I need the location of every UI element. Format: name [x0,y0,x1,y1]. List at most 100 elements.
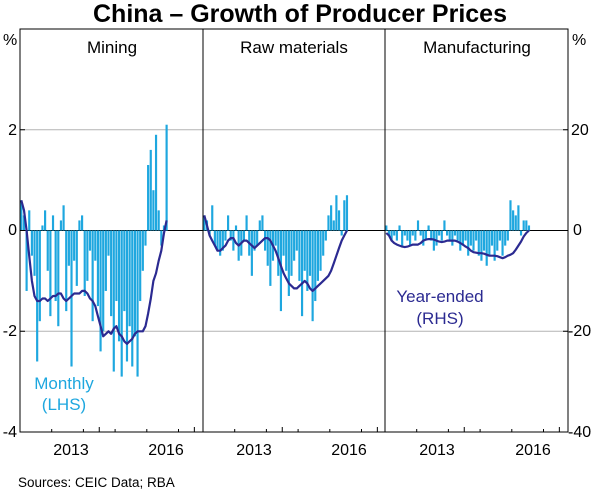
monthly-bar [44,210,47,231]
monthly-bar [419,230,422,236]
right-tick-label: -20 [568,323,591,340]
monthly-bar [115,230,118,302]
monthly-bar [221,230,224,251]
monthly-bar [22,215,26,231]
panel-title-mining: Mining [87,38,137,57]
monthly-bar [411,230,414,236]
monthly-bar [435,230,438,246]
monthly-bar [525,220,528,231]
monthly-bar [387,230,391,236]
monthly-bar [131,230,134,367]
monthly-bar [438,230,441,236]
monthly-bar [459,230,462,251]
monthly-bar [322,230,325,256]
monthly-bar [527,225,531,231]
monthly-bar [519,230,523,236]
monthly-bar [229,230,232,241]
monthly-bar [149,149,152,231]
monthly-bar [337,210,341,231]
monthly-bar [335,195,338,231]
left-tick-label: -2 [3,323,17,340]
source-note: Sources: CEIC Data; RBA [18,475,175,490]
x-tick-label: 2016 [515,442,551,459]
monthly-bar [253,230,256,251]
monthly-bar [102,230,105,332]
monthly-bar [430,230,433,241]
right-tick-label: 20 [571,122,589,139]
monthly-bar [456,230,459,241]
monthly-bar [287,230,290,296]
monthly-bar [91,230,94,322]
year-ended-lines [20,200,530,345]
monthly-bar [440,230,443,241]
monthly-bar [136,230,139,377]
monthly-bar [451,230,454,246]
monthly-bar [70,230,73,367]
monthly-bar [327,215,330,231]
monthly-bar [395,230,398,241]
right-tick-label: 0 [573,222,582,239]
monthly-bar [282,230,285,256]
monthly-bar [506,230,509,241]
monthly-bar [480,230,483,261]
monthly-bar [308,230,312,276]
monthly-bar [416,220,420,231]
monthly-bar [33,230,36,276]
monthly-bar [28,210,31,231]
monthly-bar [96,230,100,307]
monthly-bar [306,230,309,291]
monthly-bar [316,230,319,281]
monthly-bar [67,230,70,266]
monthly-bar [234,225,238,231]
monthly-bar [227,215,230,231]
left-tick-label: 0 [8,222,17,239]
monthly-bar [403,230,406,236]
monthly-bar [125,230,129,362]
monthly-bars [20,124,531,377]
monthly-bar [332,220,335,231]
monthly-bar [517,205,520,231]
year-ended-line [20,200,168,345]
monthly-bar [475,230,478,241]
monthly-bar [504,230,507,246]
monthly-bar [120,230,123,377]
monthly-bar [445,230,449,236]
monthly-bar [401,230,404,246]
monthly-bar [461,230,465,246]
monthly-bar [269,230,272,286]
monthly-bar [467,230,470,256]
monthly-bar [117,230,121,342]
monthly-bar [128,230,131,327]
monthly-bar [147,165,150,231]
monthly-bar [298,230,301,281]
monthly-bar [472,230,475,251]
legend-year-ended-axis: (RHS) [416,309,463,328]
legend-monthly-axis: (LHS) [42,395,86,414]
chart-title: China – Growth of Producer Prices [93,0,507,28]
monthly-bar [216,230,219,251]
year-ended-line [203,215,348,292]
monthly-bar [213,230,216,246]
monthly-bar [51,215,55,231]
left-axis-unit: % [3,32,17,49]
monthly-bar [41,225,44,231]
monthly-bar [157,210,160,231]
x-tick-label: 2013 [419,442,455,459]
monthly-bar [94,230,97,261]
x-tick-label: 2016 [148,442,184,459]
monthly-bar [263,230,267,251]
monthly-bar [266,230,269,266]
monthly-bar [203,215,206,231]
right-tick-label: -40 [568,424,591,441]
monthly-bar [80,215,84,231]
monthly-bar [160,230,163,246]
monthly-bar [88,230,92,251]
monthly-bar [314,230,317,302]
monthly-bar [99,230,102,352]
monthly-bar [393,230,396,236]
legend-year-ended-label: Year-ended [396,287,483,306]
monthly-bar [144,230,147,246]
monthly-bar [443,220,446,231]
